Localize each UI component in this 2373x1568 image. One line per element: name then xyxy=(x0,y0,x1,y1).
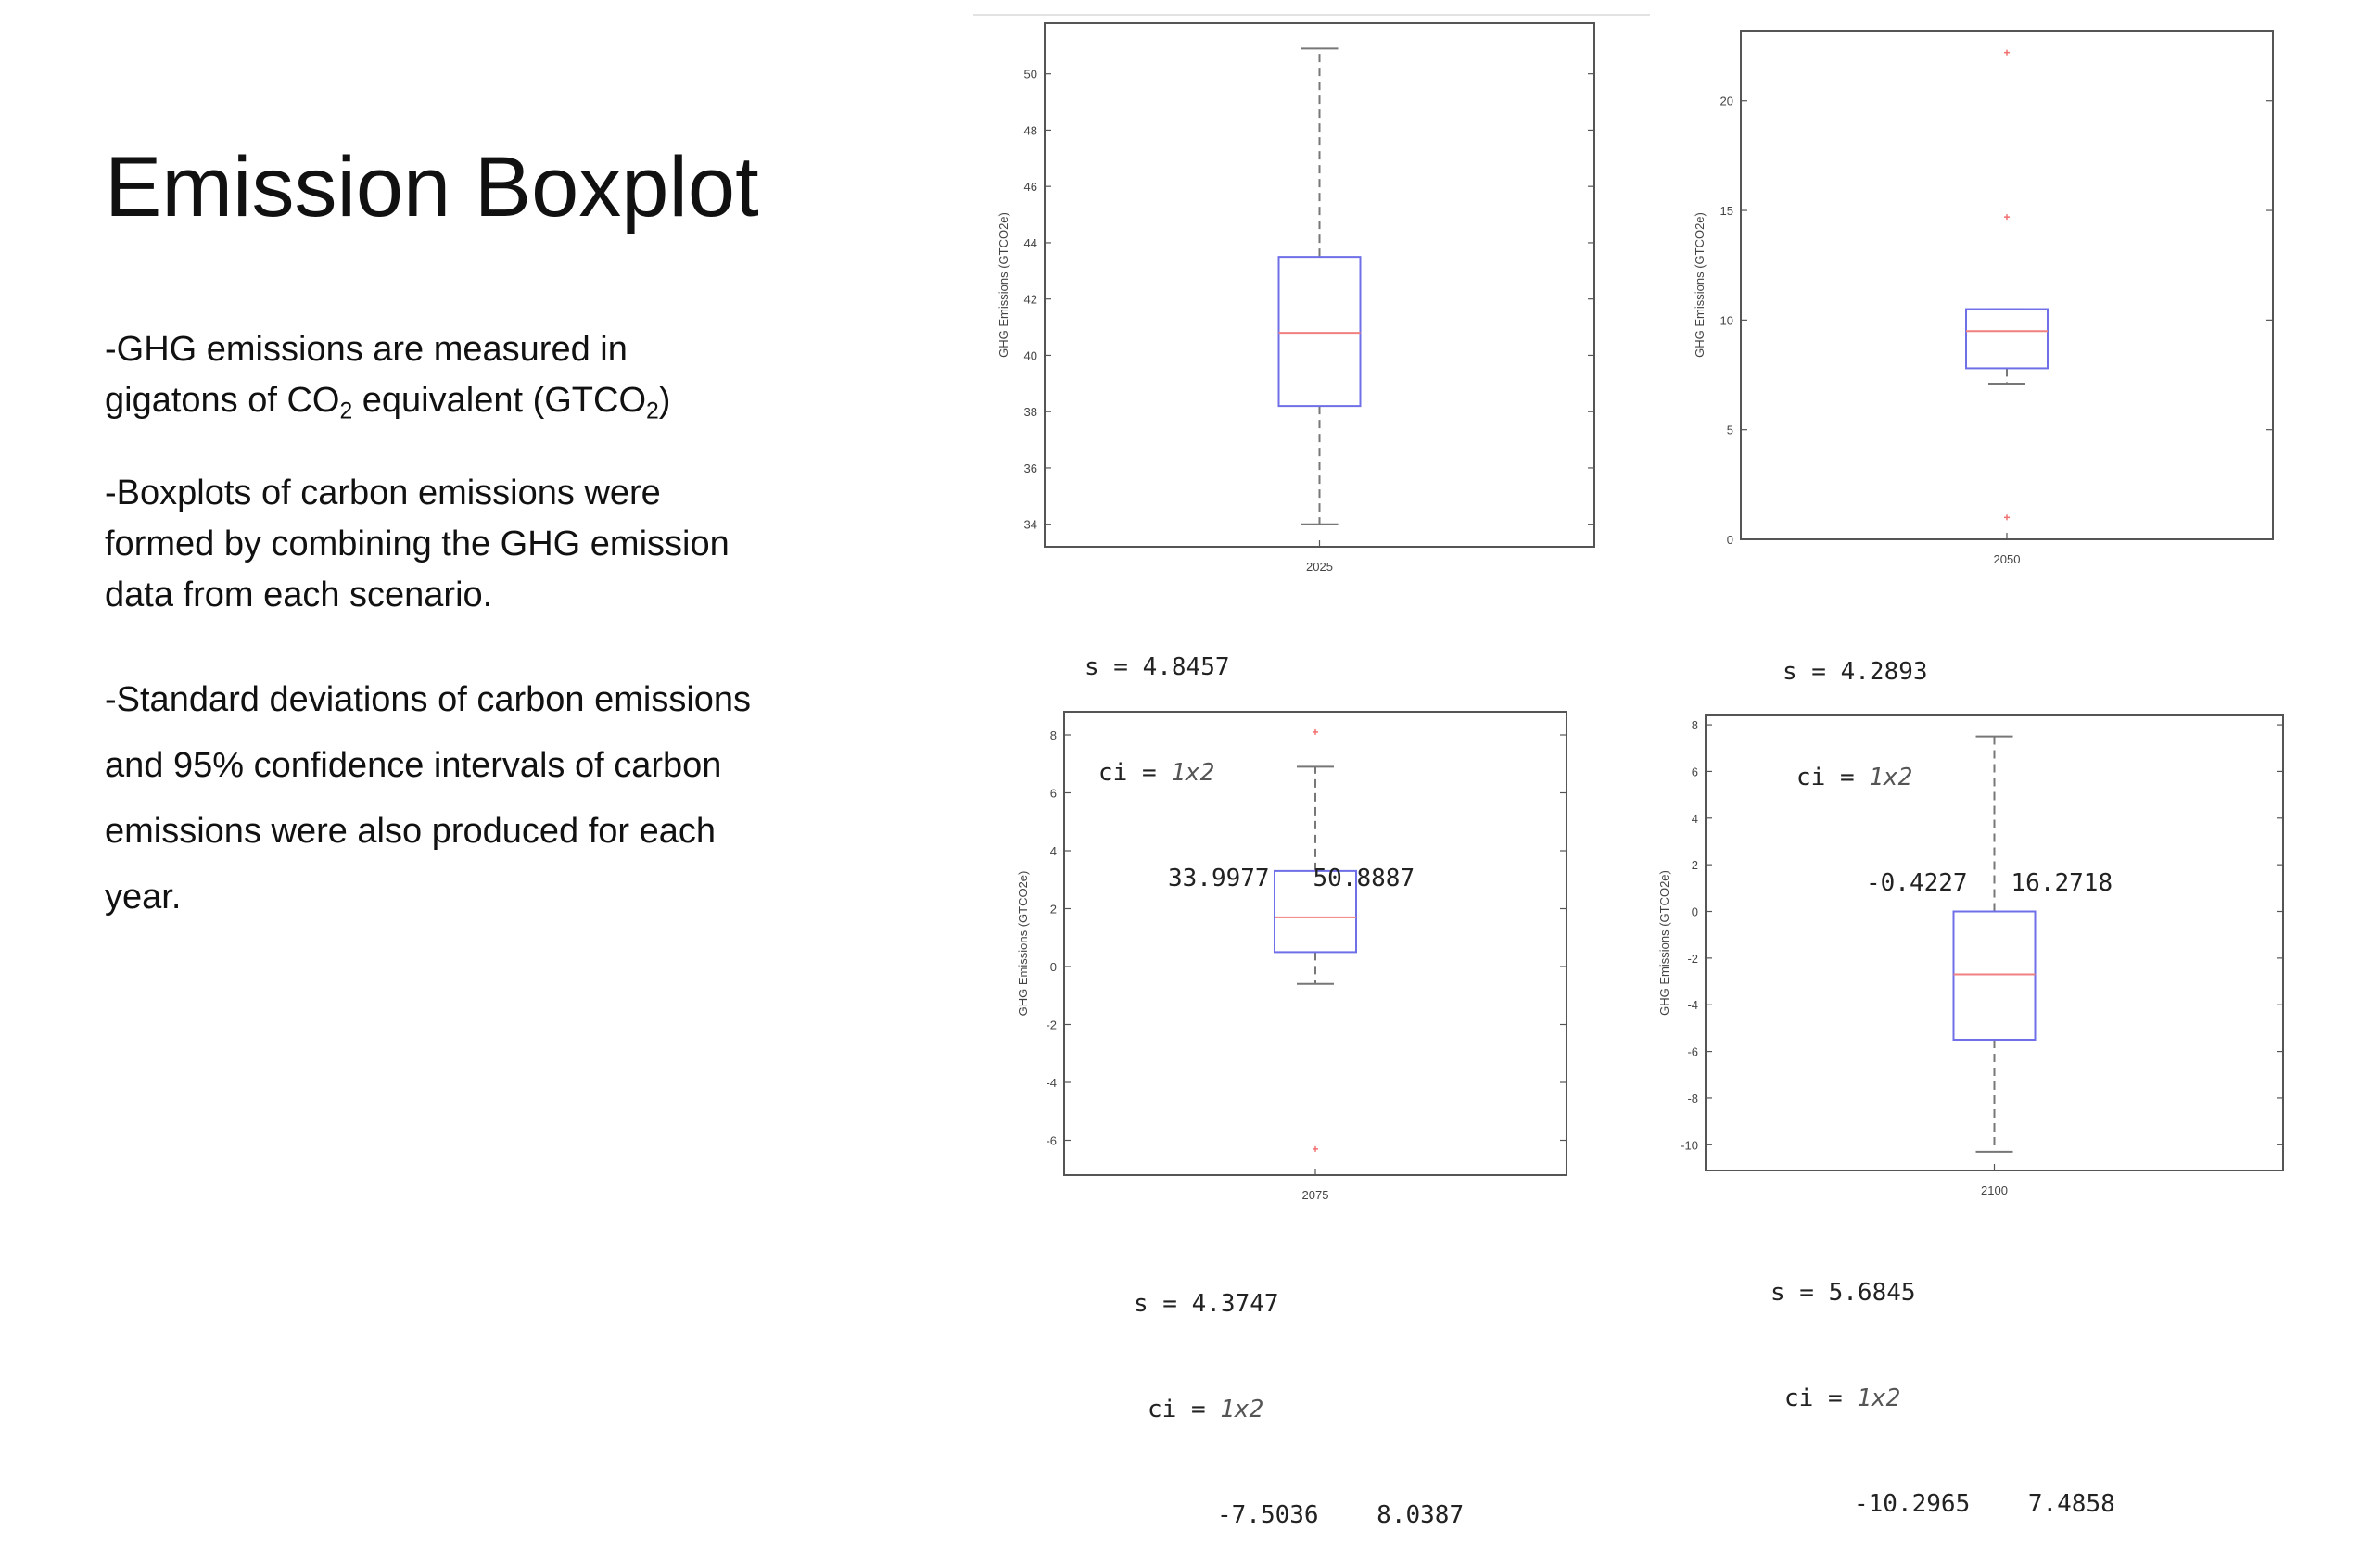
y-tick-label: -4 xyxy=(1046,1076,1057,1090)
paragraph-units-line1: -GHG emissions are measured in xyxy=(105,330,628,369)
iqr-box xyxy=(1965,308,2049,370)
y-tick-label: 36 xyxy=(1024,462,1037,475)
stats-2050: s = 4.2893 ci = 1x2 -0.4227 16.2718 xyxy=(1783,584,2113,936)
stats-2050-ci-values: -0.4227 16.2718 xyxy=(1866,869,2113,897)
y-axis-label: GHG Emissions (GTCO2e) xyxy=(1016,871,1030,1017)
paragraph-stats: -Standard deviations of carbon emissions… xyxy=(105,667,809,930)
top-divider xyxy=(973,14,1650,16)
x-tick-label: 2025 xyxy=(1306,560,1333,574)
boxplot-2050: 0 5 10 15 20 2050 GHG Emissions (GTCO2e) xyxy=(1693,30,2274,566)
stats-2025-ci-label: ci = xyxy=(1098,759,1172,787)
paragraph-units-line2b: equivalent (GTCO xyxy=(352,381,647,420)
outlier-point xyxy=(1313,728,1318,735)
paragraph-boxplots-line1: -Boxplots of carbon emissions were xyxy=(105,474,661,512)
outlier-point xyxy=(2004,514,2010,521)
y-tick-label: 15 xyxy=(1720,204,1733,218)
x-tick-label: 2100 xyxy=(1981,1183,2008,1197)
boxplot-2100: -10 -8 -6 -4 -2 0 2 4 6 8 2100 GHG Emissions (GTCO2… xyxy=(1657,714,2284,1197)
y-tick-label: -2 xyxy=(1687,952,1698,966)
y-tick-label: 20 xyxy=(1720,95,1733,108)
y-tick-label: -6 xyxy=(1687,1045,1698,1059)
y-tick-label: -8 xyxy=(1687,1092,1698,1106)
stats-2075: s = 4.3747 ci = 1x2 -7.5036 8.0387 xyxy=(1134,1216,1464,1568)
y-tick-label: 4 xyxy=(1692,812,1698,826)
paragraph-units-line2a: gigatons of CO xyxy=(105,381,340,420)
stats-2100: s = 5.6845 ci = 1x2 -10.2965 7.4858 xyxy=(1770,1205,2115,1557)
stats-2100-ci-values: -10.2965 7.4858 xyxy=(1854,1490,2115,1518)
y-tick-label: -10 xyxy=(1681,1138,1698,1152)
paragraph-units: -GHG emissions are measured in gigatons … xyxy=(105,324,809,426)
y-tick-label: 46 xyxy=(1024,180,1037,194)
y-axis-label: GHG Emissions (GTCO2e) xyxy=(996,212,1010,358)
paragraph-boxplots-line3: data from each scenario. xyxy=(105,575,493,614)
stats-2050-s: s = 4.2893 xyxy=(1783,658,1928,686)
stats-2075-ci-dim: 1x2 xyxy=(1220,1396,1264,1423)
stats-2025-s: s = 4.8457 xyxy=(1085,653,1230,681)
y-tick-label: 6 xyxy=(1050,787,1057,801)
y-tick-label: 0 xyxy=(1692,905,1698,919)
boxplot-2075: -6 -4 -2 0 2 4 6 8 2075 GHG Emissions (GTCO2e) xyxy=(1016,711,1567,1202)
stats-2025-ci-dim: 1x2 xyxy=(1171,759,1215,787)
stats-2075-ci-label: ci = xyxy=(1148,1396,1221,1423)
iqr-box xyxy=(1277,256,1362,408)
paragraph-boxplots-line2: formed by combining the GHG emission xyxy=(105,525,730,563)
iqr-box xyxy=(1952,910,2037,1041)
stats-2050-ci-label: ci = xyxy=(1796,764,1870,791)
y-tick-label: -2 xyxy=(1046,1018,1057,1032)
stats-2025: s = 4.8457 ci = 1x2 33.9977 50.8887 xyxy=(1085,579,1415,931)
boxplot-2025: 34 36 38 40 42 44 46 48 50 2025 GHG Emissions (GTC… xyxy=(996,22,1595,574)
outlier-point xyxy=(2004,49,2010,56)
stats-2100-ci-dim: 1x2 xyxy=(1857,1385,1901,1412)
y-tick-label: 6 xyxy=(1692,765,1698,778)
y-tick-label: 2 xyxy=(1050,903,1057,917)
x-tick-label: 2050 xyxy=(1994,552,2021,566)
plot-frame xyxy=(1705,714,2284,1171)
y-tick-label: 42 xyxy=(1024,293,1037,307)
y-tick-label: 50 xyxy=(1024,68,1037,82)
y-tick-label: -4 xyxy=(1687,998,1698,1012)
x-tick-label: 2075 xyxy=(1302,1188,1329,1202)
paragraph-stats-line4: year. xyxy=(105,878,182,917)
paragraph-stats-line2: and 95% confidence intervals of carbon xyxy=(105,746,722,785)
y-tick-label: 4 xyxy=(1050,844,1057,858)
subscript-2: 2 xyxy=(646,398,659,424)
y-tick-label: 0 xyxy=(1050,960,1057,974)
subscript-2: 2 xyxy=(339,398,353,424)
y-tick-label: 44 xyxy=(1024,236,1037,250)
stats-2050-ci-dim: 1x2 xyxy=(1869,764,1913,791)
iqr-box xyxy=(1274,869,1357,954)
y-tick-label: 8 xyxy=(1050,728,1057,742)
y-tick-label: 40 xyxy=(1024,348,1037,362)
stats-2075-s: s = 4.3747 xyxy=(1134,1290,1279,1318)
y-tick-label: 2 xyxy=(1692,858,1698,872)
plot-frame xyxy=(1063,711,1567,1176)
y-tick-label: 34 xyxy=(1024,518,1037,532)
paragraph-stats-line1: -Standard deviations of carbon emissions xyxy=(105,680,752,719)
y-tick-label: 48 xyxy=(1024,123,1037,137)
stats-2075-ci-values: -7.5036 8.0387 xyxy=(1217,1501,1465,1529)
slide-title: Emission Boxplot xyxy=(105,140,759,234)
outlier-point xyxy=(2004,214,2010,221)
paragraph-units-line2c: ) xyxy=(658,381,671,420)
y-tick-label: 5 xyxy=(1727,424,1733,437)
y-tick-label: 10 xyxy=(1720,313,1733,327)
y-tick-label: 0 xyxy=(1727,533,1733,547)
y-tick-label: 38 xyxy=(1024,405,1037,419)
y-axis-label: GHG Emissions (GTCO2e) xyxy=(1657,870,1671,1016)
y-axis-label: GHG Emissions (GTCO2e) xyxy=(1693,212,1707,358)
plot-frame xyxy=(1740,30,2274,540)
outlier-point xyxy=(1313,1145,1318,1152)
y-tick-label: -6 xyxy=(1046,1134,1057,1148)
stats-2025-ci-values: 33.9977 50.8887 xyxy=(1168,865,1415,892)
stats-2100-ci-label: ci = xyxy=(1784,1385,1858,1412)
y-tick-label: 8 xyxy=(1692,718,1698,732)
stats-2100-s: s = 5.6845 xyxy=(1770,1279,1916,1307)
paragraph-boxplots: -Boxplots of carbon emissions were forme… xyxy=(105,468,809,621)
paragraph-stats-line3: emissions were also produced for each xyxy=(105,812,717,851)
